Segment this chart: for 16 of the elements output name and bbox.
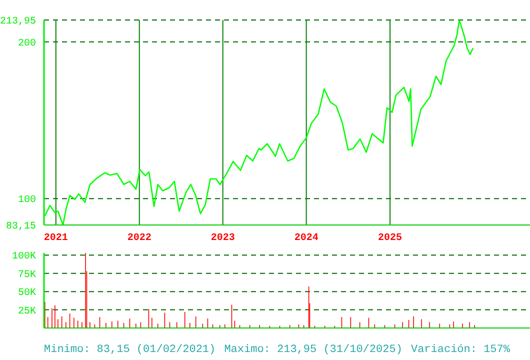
y-tick-label: 50K — [18, 288, 36, 300]
y-tick-label: 83,15 — [6, 222, 36, 233]
x-tick-label: 2023 — [210, 233, 235, 244]
text: Minimo: 83,15 (01/02/2021) — [44, 344, 216, 356]
x-tick-label: 2021 — [44, 233, 68, 244]
y-tick-label: 213,95 — [0, 16, 36, 28]
x-tick-label: 2022 — [127, 233, 152, 244]
y-tick-label: 100K — [12, 252, 36, 263]
y-tick-label: 75K — [18, 270, 36, 281]
y-tick-label: 200 — [18, 38, 36, 50]
x-tick-label: 2025 — [378, 233, 402, 244]
y-tick-label: 25K — [18, 306, 36, 318]
text: Variación: 157% — [410, 344, 510, 356]
y-tick-label: 100 — [18, 195, 36, 206]
x-tick-label: 2024 — [294, 233, 318, 244]
text: Maximo: 213,95 (31/10/2025) — [224, 344, 402, 356]
